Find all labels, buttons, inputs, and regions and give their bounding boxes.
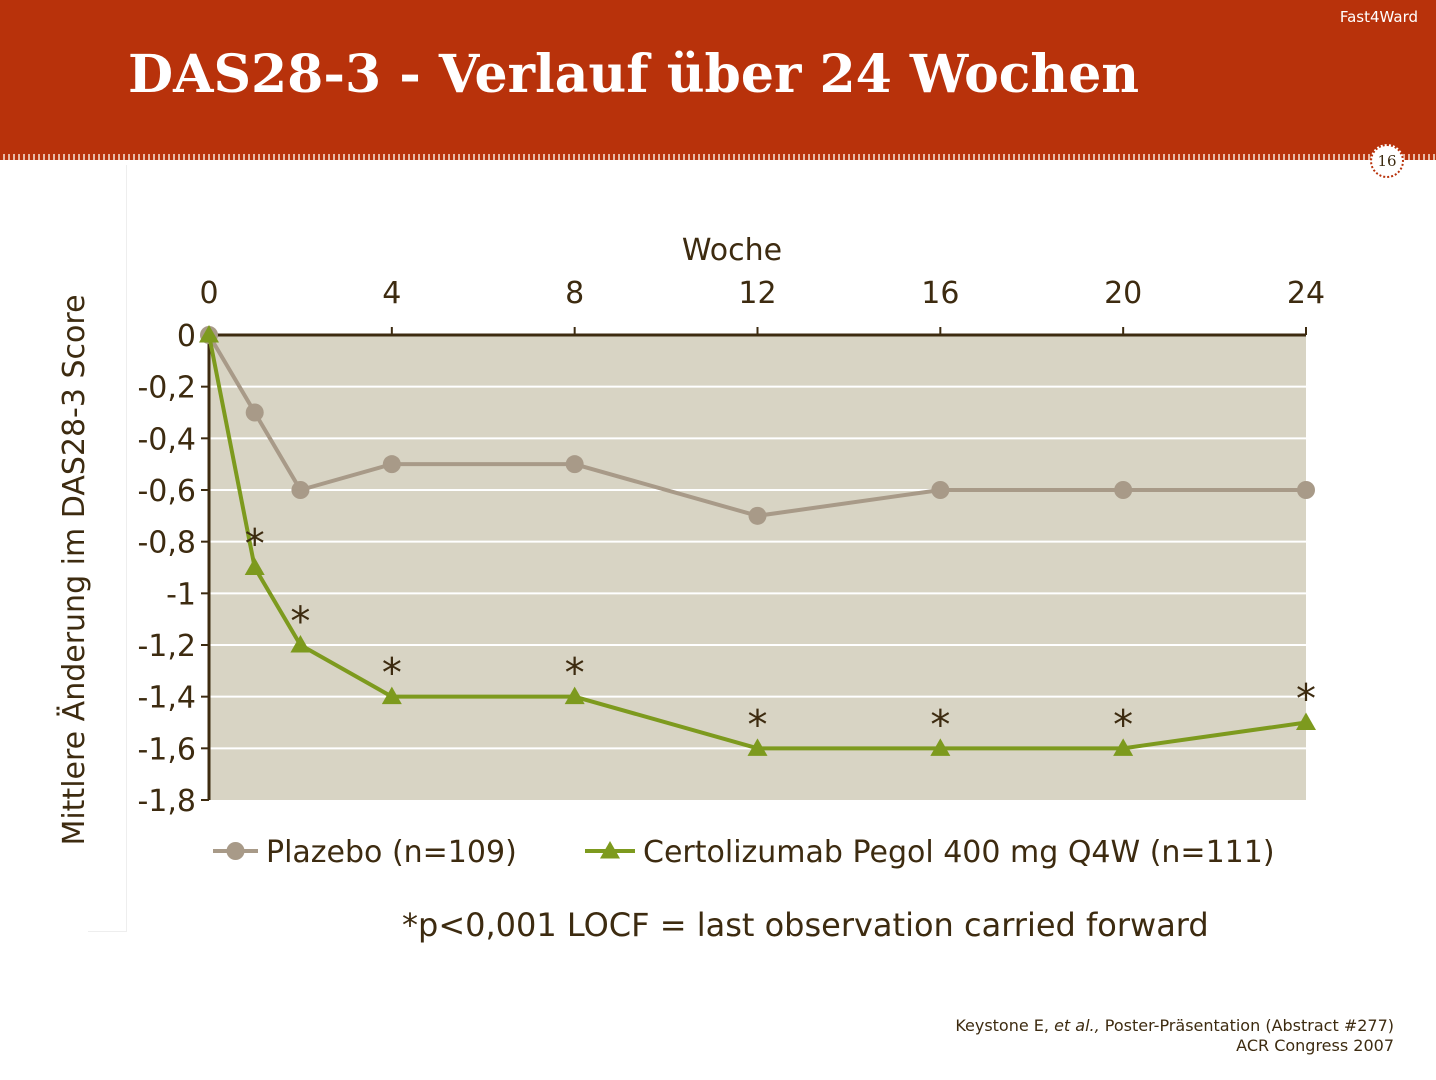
x-tick-label-4: 16 [921,276,959,311]
significance-marker-0: * [245,522,265,568]
x-tick-label-6: 24 [1287,276,1325,311]
x-tick-label-0: 0 [199,276,218,311]
significance-marker-3: * [565,651,585,697]
legend-label-0: Plazebo (n=109) [266,835,517,870]
y-tick-label-2: -0,4 [137,422,196,457]
series-1-point-6 [930,738,951,756]
x-tick-label-1: 4 [382,276,401,311]
x-axis-title: Woche [682,233,782,268]
y-tick-label-5: -1 [166,577,196,612]
brand-label: Fast4Ward [1339,8,1418,26]
series-1-point-7 [1113,738,1134,756]
header-edge-decoration [0,154,1436,160]
header-bar: Fast4Ward DAS28-3 - Verlauf über 24 Woch… [0,0,1436,158]
series-0-point-6 [931,481,950,499]
y-tick-label-9: -1,8 [137,784,196,819]
source-rest: Poster-Präsentation (Abstract #277) [1099,1016,1394,1035]
significance-marker-7: * [1296,677,1316,723]
y-tick-label-4: -0,8 [137,526,196,561]
y-tick-label-8: -1,6 [137,732,196,767]
footnote: *p<0,001 LOCF = last observation carried… [402,906,1209,944]
series-0-point-3 [382,455,401,474]
significance-marker-2: * [382,651,402,697]
series-1-point-1 [244,557,265,575]
series-0-point-2 [291,481,310,499]
source-citation: Keystone E, et al., Poster-Präsentation … [955,1016,1394,1056]
legend-label-1: Certolizumab Pegol 400 mg Q4W (n=111) [643,835,1275,870]
slide-title: DAS28-3 - Verlauf über 24 Wochen [128,44,1140,105]
significance-marker-4: * [748,702,768,748]
y-axis-title: Mittlere Änderung im DAS28-3 Score [56,294,92,845]
series-0-point-8 [1297,481,1315,499]
x-tick-label-3: 12 [738,276,776,311]
series-0-point-4 [565,455,584,474]
source-author: Keystone E, [955,1016,1055,1035]
x-tick-label-2: 8 [565,276,584,311]
y-tick-label-7: -1,4 [137,681,196,716]
legend-item-0: Plazebo (n=109) [213,835,517,870]
source-line-1: Keystone E, et al., Poster-Präsentation … [955,1016,1394,1036]
x-tick-label-5: 20 [1104,276,1142,311]
left-guide-frame [88,165,127,932]
series-1-point-5 [747,738,768,756]
series-1-point-8 [1296,712,1316,730]
series-0-point-7 [1114,481,1133,499]
legend-marker-1 [600,841,620,859]
plot-area [209,335,1306,800]
significance-marker-6: * [1113,702,1133,748]
significance-marker-5: * [930,702,950,748]
legend-item-1: Certolizumab Pegol 400 mg Q4W (n=111) [585,835,1275,870]
y-tick-label-3: -0,6 [137,474,196,509]
page-number-badge: 16 [1370,144,1404,178]
y-tick-label-0: 0 [177,319,196,354]
significance-marker-1: * [290,599,310,645]
series-1-point-2 [290,635,311,653]
legend-marker-0 [226,842,245,860]
series-1-point-4 [564,686,585,705]
series-0-point-5 [748,506,767,525]
series-1-point-3 [381,686,402,705]
series-0-point-1 [245,403,264,422]
source-etal: et al., [1054,1016,1100,1035]
series-1-point-0 [199,325,219,343]
source-line-2: ACR Congress 2007 [1236,1036,1394,1055]
y-tick-label-6: -1,2 [137,629,196,664]
y-tick-label-1: -0,2 [137,371,196,406]
